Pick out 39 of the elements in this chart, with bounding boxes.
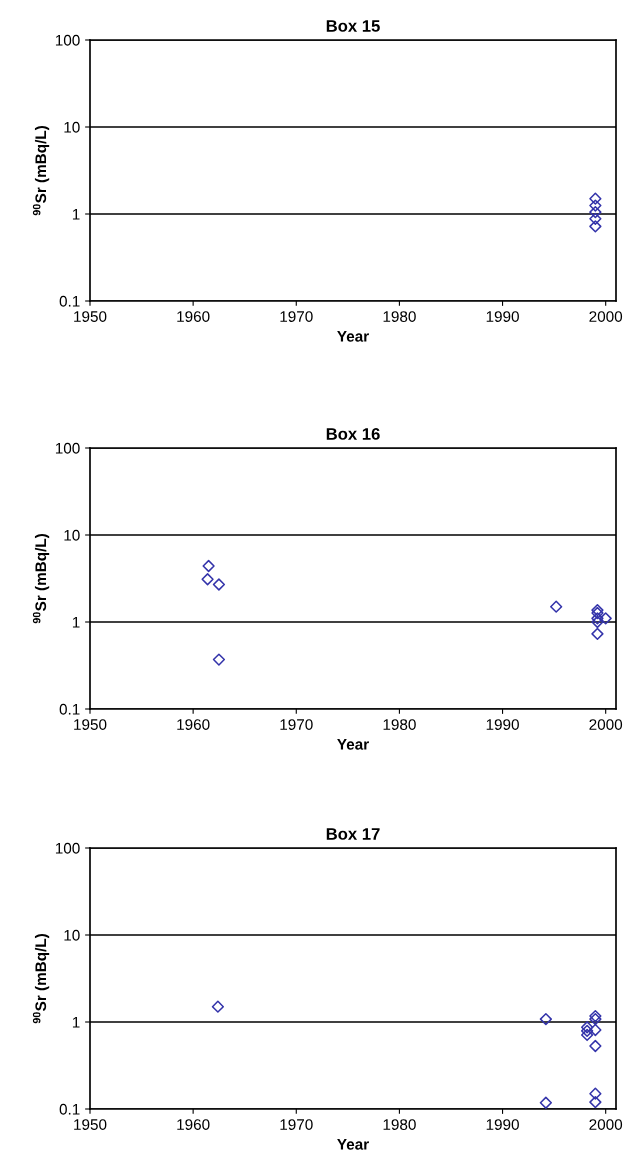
y-tick-label: 0.1 bbox=[59, 295, 80, 307]
x-tick-label: 1950 bbox=[74, 719, 107, 730]
y-tick-label: 10 bbox=[64, 529, 80, 541]
x-tick-label: 2000 bbox=[589, 1119, 623, 1130]
y-tick-label: 100 bbox=[55, 442, 80, 454]
y-tick-label: 0.1 bbox=[59, 703, 80, 715]
x-tick-label: 1960 bbox=[177, 311, 210, 322]
x-axis-title: Year bbox=[337, 739, 369, 750]
chart-title: Box 15 bbox=[326, 20, 380, 32]
x-tick-label: 1980 bbox=[383, 719, 416, 730]
x-tick-label: 1960 bbox=[177, 1119, 210, 1130]
y-tick-label: 10 bbox=[64, 121, 80, 133]
x-tick-label: 1960 bbox=[177, 719, 210, 730]
x-tick-label: 1980 bbox=[383, 1119, 416, 1130]
y-axis-title: $^{90}$Sr (mBq/L) bbox=[32, 126, 50, 216]
x-axis-title: Year bbox=[337, 1139, 369, 1150]
x-tick-label: 1970 bbox=[280, 311, 313, 322]
chart-title: Box 17 bbox=[326, 828, 380, 840]
y-axis-title: $^{90}$Sr (mBq/L) bbox=[32, 534, 50, 624]
y-tick-label: 0.1 bbox=[59, 1103, 80, 1115]
x-tick-label: 1950 bbox=[74, 1119, 107, 1130]
x-tick-label: 1950 bbox=[74, 311, 107, 322]
y-tick-label: 10 bbox=[64, 929, 80, 941]
x-tick-label: 2000 bbox=[589, 719, 623, 730]
x-tick-label: 1980 bbox=[383, 311, 416, 322]
y-tick-label: 1 bbox=[72, 617, 80, 628]
chart-title: Box 16 bbox=[326, 428, 380, 440]
x-axis-title: Year bbox=[337, 331, 369, 342]
y-tick-label: 1 bbox=[72, 209, 80, 220]
x-tick-label: 1970 bbox=[280, 1119, 313, 1130]
x-tick-label: 1990 bbox=[486, 1119, 519, 1130]
x-tick-label: 2000 bbox=[589, 311, 623, 322]
y-tick-label: 1 bbox=[72, 1017, 80, 1028]
x-tick-label: 1990 bbox=[486, 719, 519, 730]
y-tick-label: 100 bbox=[55, 34, 80, 46]
x-tick-label: 1990 bbox=[486, 311, 519, 322]
y-axis-title: $^{90}$Sr (mBq/L) bbox=[32, 934, 50, 1024]
x-tick-label: 1970 bbox=[280, 719, 313, 730]
y-tick-label: 100 bbox=[55, 842, 80, 854]
